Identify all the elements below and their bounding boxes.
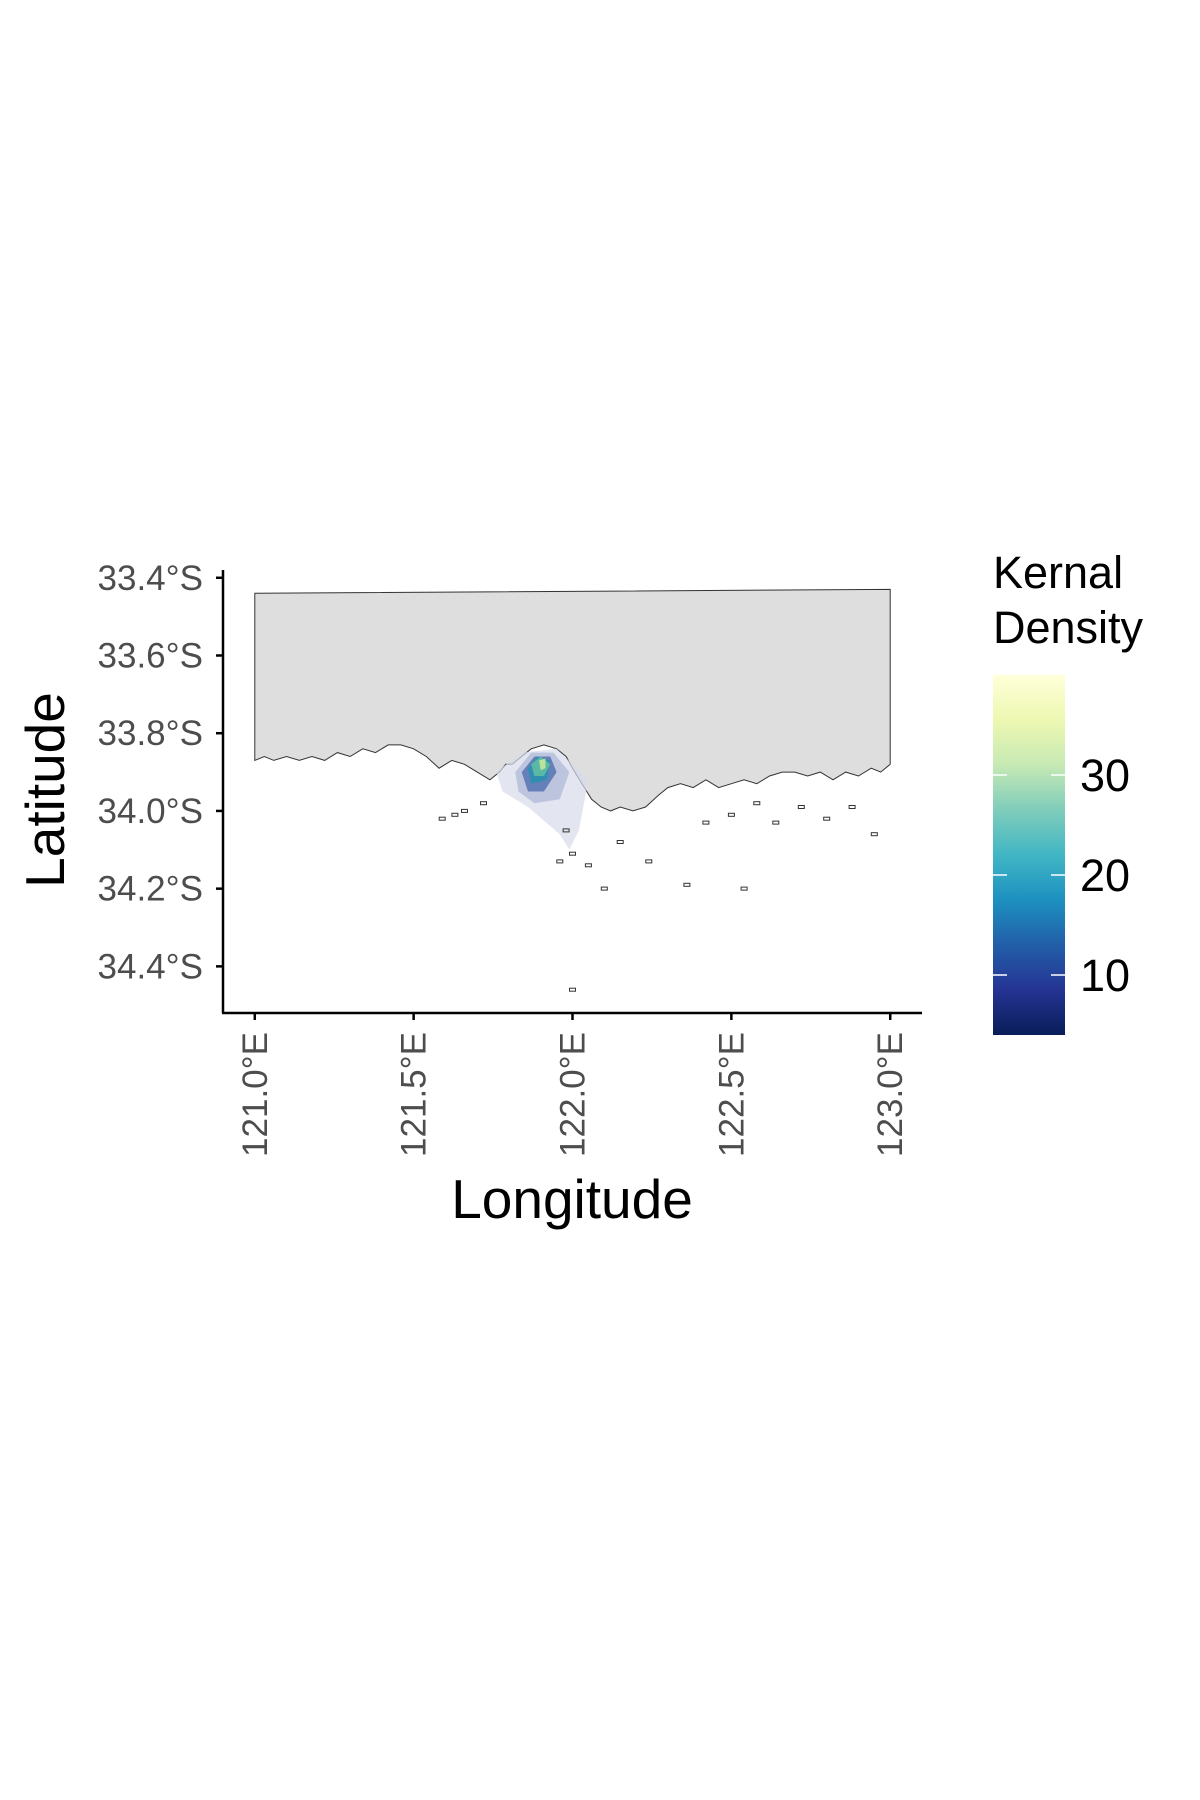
island-10 — [600, 886, 608, 891]
island-14 — [753, 801, 761, 806]
islands — [438, 801, 878, 992]
legend-title-line2: Density — [993, 602, 1144, 653]
y-tick-label: 33.8°S — [98, 714, 203, 753]
legend-break-label: 30 — [1080, 750, 1130, 801]
island-20 — [740, 886, 748, 891]
island-6 — [556, 859, 564, 864]
island-4 — [562, 828, 570, 833]
legend-title-line1: Kernal — [993, 547, 1123, 598]
island-18 — [848, 805, 856, 809]
x-tick-label: 122.5°E — [712, 1032, 751, 1157]
x-axis-title: Longitude — [451, 1168, 693, 1230]
island-9 — [645, 859, 653, 864]
island-19 — [870, 832, 878, 837]
y-tick-label: 34.4°S — [98, 947, 203, 986]
y-axis-title: Latitude — [14, 692, 76, 888]
island-1 — [451, 812, 459, 817]
x-tick-label: 121.0°E — [236, 1032, 275, 1157]
y-tick-label: 34.2°S — [98, 870, 203, 909]
color-legend: Kernal Density 10 20 30 — [993, 547, 1144, 1035]
y-tick-label: 33.4°S — [98, 559, 203, 598]
legend-break-label: 20 — [1080, 850, 1130, 901]
y-tick-label: 33.6°S — [98, 636, 203, 675]
plot-panel — [254, 588, 891, 992]
legend-colorbar — [993, 675, 1065, 1035]
island-8 — [616, 840, 624, 844]
island-0 — [438, 816, 446, 821]
island-17 — [823, 816, 831, 821]
island-3 — [480, 801, 487, 806]
x-tick-label: 122.0°E — [554, 1032, 593, 1157]
y-tick-label: 34.0°S — [98, 792, 203, 831]
island-15 — [772, 820, 780, 825]
x-axis-ticks: 121.0°E 121.5°E 122.0°E 122.5°E 123.0°E — [236, 1013, 910, 1157]
island-13 — [727, 812, 735, 817]
density-contour-34 — [539, 758, 546, 771]
island-5 — [569, 851, 576, 856]
y-axis-ticks: 33.4°S 33.6°S 33.8°S 34.0°S 34.2°S 34.4°S — [98, 559, 223, 986]
density-contours — [496, 748, 589, 850]
island-2 — [461, 808, 468, 813]
legend-break-label: 10 — [1080, 950, 1130, 1001]
island-12 — [702, 820, 710, 825]
x-tick-label: 123.0°E — [871, 1032, 910, 1157]
x-tick-label: 121.5°E — [395, 1032, 434, 1157]
legend-breaks: 10 20 30 — [993, 750, 1130, 1001]
axes: 33.4°S 33.6°S 33.8°S 34.0°S 34.2°S 34.4°S 121… — [98, 559, 922, 1157]
island-21 — [569, 987, 576, 992]
island-7 — [584, 863, 592, 868]
island-11 — [683, 882, 691, 887]
island-16 — [797, 805, 805, 809]
